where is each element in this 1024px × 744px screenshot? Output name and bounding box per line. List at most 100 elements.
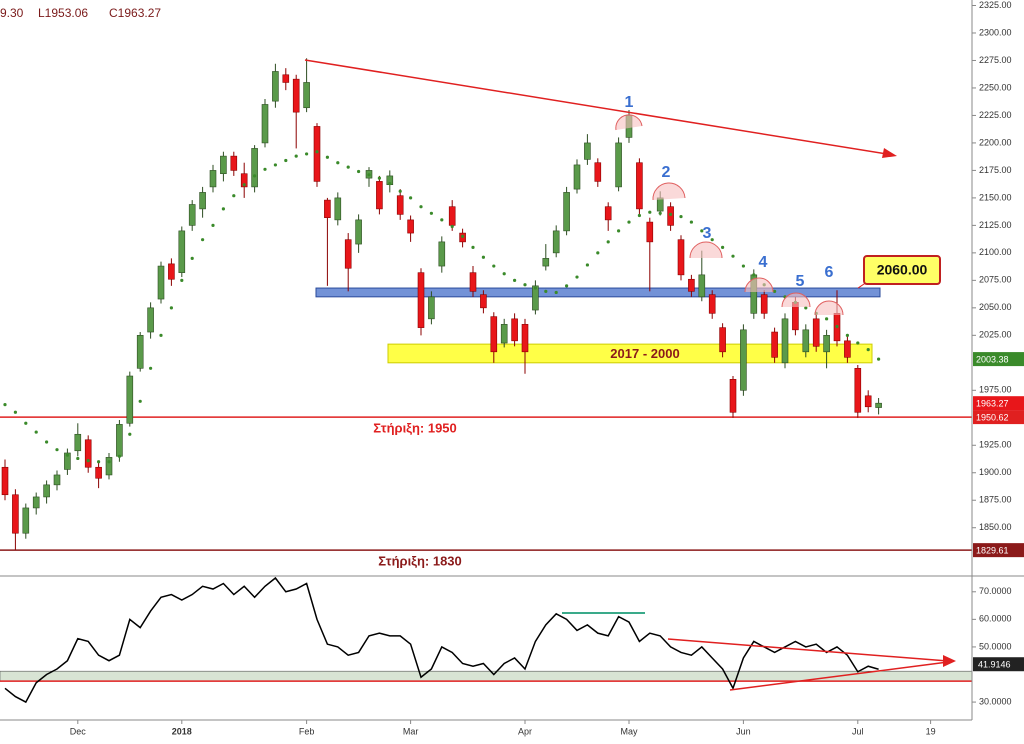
y-tick-label: 1900.00 xyxy=(979,467,1012,477)
y-tick-label: 2075.00 xyxy=(979,275,1012,285)
candle-body xyxy=(168,263,175,280)
support-label: Στήριξη: 1950 xyxy=(373,421,457,436)
candle-body xyxy=(157,265,165,300)
ma-dot xyxy=(627,220,631,224)
ma-dot xyxy=(190,256,194,260)
candle-body xyxy=(303,82,310,109)
ma-dot xyxy=(398,189,402,193)
ma-dot xyxy=(13,410,17,414)
ma-dot xyxy=(773,289,777,293)
ma-dot xyxy=(440,218,444,222)
annotation: 4 xyxy=(759,254,768,271)
candle-body xyxy=(199,192,206,210)
ma-dot xyxy=(325,155,329,159)
candle-body xyxy=(95,466,102,479)
ma-dot xyxy=(346,165,350,169)
ma-dot xyxy=(149,366,153,370)
top-mark xyxy=(781,292,811,308)
candle-body xyxy=(760,294,768,314)
x-tick-label: Mar xyxy=(403,726,419,736)
top-mark xyxy=(814,300,844,316)
ma-dot xyxy=(388,182,392,186)
candle-body xyxy=(812,318,820,347)
callout-label: 2060.00 xyxy=(877,262,928,278)
rsi-band xyxy=(0,670,973,682)
ma-dot xyxy=(336,161,340,165)
ma-dot xyxy=(721,245,725,249)
candle-body xyxy=(64,452,71,470)
y-tick-label: 1875.00 xyxy=(979,495,1012,505)
ma-dot xyxy=(513,278,517,282)
band-label: 2017 - 2000 xyxy=(610,346,679,361)
candle-body xyxy=(376,181,383,210)
x-tick-label: Feb xyxy=(299,726,315,736)
ma-dot xyxy=(128,432,132,436)
candle-body xyxy=(802,329,810,353)
candle-body xyxy=(771,331,778,358)
y-tick-label: 30.0000 xyxy=(979,696,1012,706)
y-tick-label: 2125.00 xyxy=(979,220,1012,230)
price-tag xyxy=(973,543,1024,558)
top-mark xyxy=(615,114,643,131)
y-tick-label: 2050.00 xyxy=(979,302,1012,312)
y-tick-label: 1975.00 xyxy=(979,385,1012,395)
ma-dot xyxy=(565,284,569,288)
ma-dot xyxy=(34,430,38,434)
header-low: L1953.06 xyxy=(38,6,88,20)
candle-body xyxy=(147,307,154,333)
candle-body xyxy=(136,335,144,369)
price-band xyxy=(315,287,881,298)
x-tick-label: May xyxy=(620,726,638,736)
candle-body xyxy=(584,142,591,160)
candle-body xyxy=(126,375,134,424)
ma-dot xyxy=(845,333,850,337)
rsi-line xyxy=(4,576,879,704)
ma-dot xyxy=(221,207,225,211)
candle-body xyxy=(355,219,362,245)
rsi-trend-line xyxy=(667,638,949,662)
ma-dot xyxy=(138,399,142,403)
ma-dot xyxy=(315,150,319,154)
candle-body xyxy=(823,335,830,353)
y-tick-label: 2225.00 xyxy=(979,110,1012,120)
price-band xyxy=(387,343,873,364)
candle-body xyxy=(532,285,539,311)
ma-dot xyxy=(305,152,309,156)
y-tick-label: 2300.00 xyxy=(979,27,1012,37)
ma-dot xyxy=(679,214,683,219)
candle-body xyxy=(864,395,872,408)
ma-dot xyxy=(232,194,236,198)
candle-body xyxy=(781,318,789,364)
ma-dot xyxy=(544,289,548,293)
x-tick-label: Jun xyxy=(736,726,751,736)
candle-body xyxy=(396,195,404,215)
price-tag-label: 1963.27 xyxy=(976,399,1009,409)
ma-dot xyxy=(804,306,808,310)
price-tag xyxy=(973,410,1024,425)
y-tick-label: 2325.00 xyxy=(979,0,1012,10)
annotation: 5 xyxy=(796,273,805,290)
x-tick-label: Apr xyxy=(518,726,532,736)
candle-body xyxy=(552,230,560,254)
candle-body xyxy=(324,199,331,218)
ma-dot xyxy=(710,238,714,242)
candle-body xyxy=(667,206,674,226)
callout-box xyxy=(863,255,941,285)
candle-body xyxy=(282,74,290,83)
candle-body xyxy=(521,324,529,353)
price-tag xyxy=(973,352,1024,367)
ma-dot xyxy=(284,158,288,163)
candle-body xyxy=(43,484,50,498)
ma-dot xyxy=(117,454,121,458)
rsi-tag-label: 41.9146 xyxy=(978,660,1011,670)
ma-dot xyxy=(273,163,277,167)
y-tick-label: 2175.00 xyxy=(979,165,1012,175)
ma-dot xyxy=(3,402,7,407)
candle-body xyxy=(417,272,425,328)
candle-body xyxy=(500,324,508,344)
y-tick-label: 1925.00 xyxy=(979,440,1012,450)
ma-dot xyxy=(86,459,90,463)
candle-body xyxy=(875,402,882,408)
ma-dot xyxy=(585,263,590,267)
